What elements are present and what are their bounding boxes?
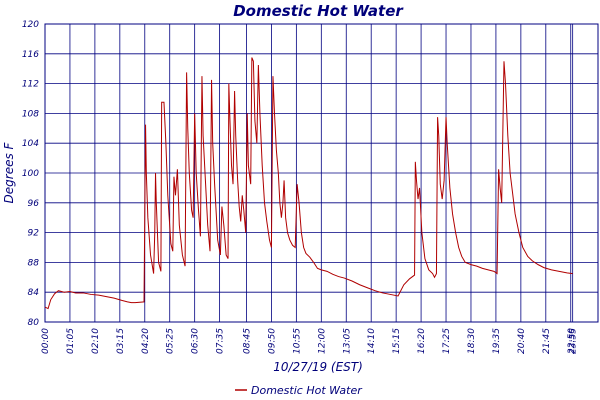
x-tick-label: 20:40 [517,328,527,354]
y-tick-label: 92 [28,229,40,239]
y-tick-label: 84 [28,288,40,298]
x-tick-label: 15:15 [392,328,402,354]
gridlines [44,23,598,323]
y-tick-label: 108 [22,109,39,119]
x-tick-label: 21:45 [542,328,552,354]
series-line-domestic-hot-water [44,57,573,310]
x-tick-label: 14:10 [367,328,377,354]
x-tick-label: 22:50 [567,328,577,354]
x-tick-label: 04:20 [141,328,151,354]
x-tick-label: 16:20 [417,328,427,354]
x-tick-label: 23:55 [569,328,579,354]
plot-frame [44,23,599,323]
y-tick-label: 100 [22,169,39,179]
y-tick-label: 80 [28,318,40,328]
y-tick-label: 116 [22,50,39,60]
x-tick-label: 07:35 [216,328,226,354]
x-tick-label: 19:35 [492,328,502,354]
x-tick-labels: 00:00 01:05 02:10 03:15 04:20 05:25 06:30 07:35… [41,328,579,354]
y-tick-label: 96 [28,199,40,209]
x-tick-label: 17:25 [442,328,452,354]
x-tick-label: 03:15 [116,328,126,354]
x-tick-label: 06:30 [191,328,201,354]
y-tick-label: 112 [22,80,39,90]
x-tick-label: 10:55 [292,328,302,354]
y-tick-label: 88 [28,258,40,268]
x-tick-label: 01:05 [66,328,76,354]
chart-title: Domestic Hot Water [233,2,404,20]
y-tick-labels: 80 84 88 92 96 100 104 108 112 116 120 [22,20,39,328]
x-tick-label: 12:00 [317,328,327,354]
x-tick-label: 13:05 [342,328,352,354]
x-axis-label: 10/27/19 (EST) [273,360,363,374]
y-tick-label: 104 [22,139,39,149]
x-tick-label: 00:00 [41,328,51,354]
legend-label: Domestic Hot Water [251,384,363,397]
x-tick-label: 08:45 [242,328,252,354]
y-tick-label: 120 [22,20,39,30]
y-axis-label: Degrees F [2,141,16,203]
x-tick-label: 05:25 [166,328,176,354]
x-tick-label: 18:30 [467,328,477,354]
legend: Domestic Hot Water [235,384,363,397]
x-tick-label: 09:50 [267,328,277,354]
x-tick-label: 02:10 [91,328,101,354]
